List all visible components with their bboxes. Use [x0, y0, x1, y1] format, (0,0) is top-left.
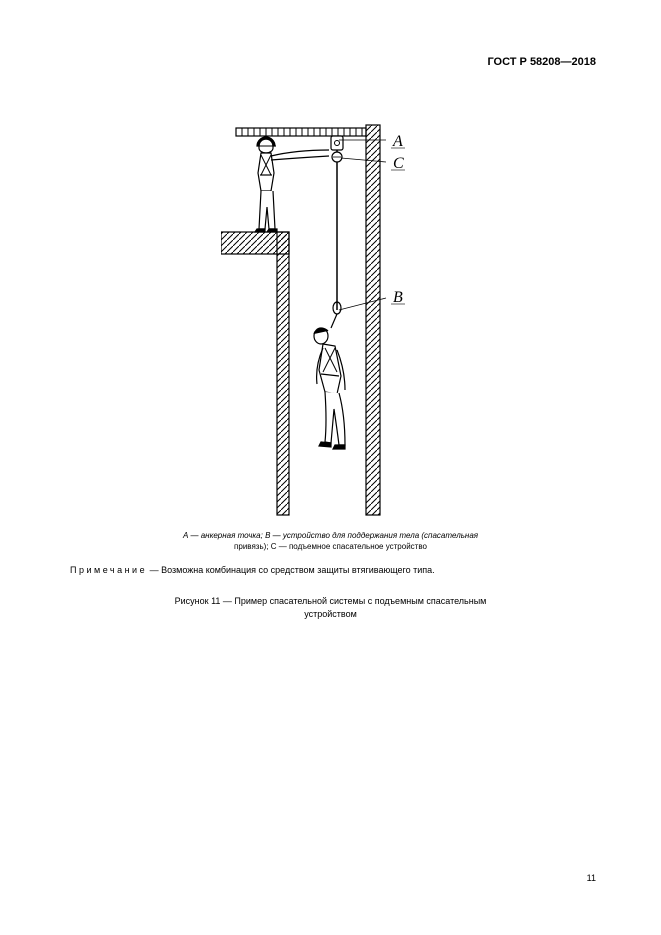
- figure-label-a: A: [392, 133, 403, 150]
- figure-label-b: B: [393, 289, 403, 306]
- figure-legend: А — анкерная точка; В — устройство для п…: [81, 530, 581, 552]
- figure-rescue-system: A C B: [221, 120, 441, 520]
- figure-suspended-person: [314, 314, 345, 449]
- figure-rescuer: [255, 137, 329, 232]
- figure-label-c: C: [393, 155, 404, 172]
- page-number: 11: [587, 873, 596, 883]
- figure-caption: Рисунок 11 — Пример спасательной системы…: [121, 595, 541, 620]
- document-header: ГОСТ Р 58208—2018: [487, 56, 596, 68]
- note: Примечание — Возможна комбинация со сред…: [70, 565, 591, 575]
